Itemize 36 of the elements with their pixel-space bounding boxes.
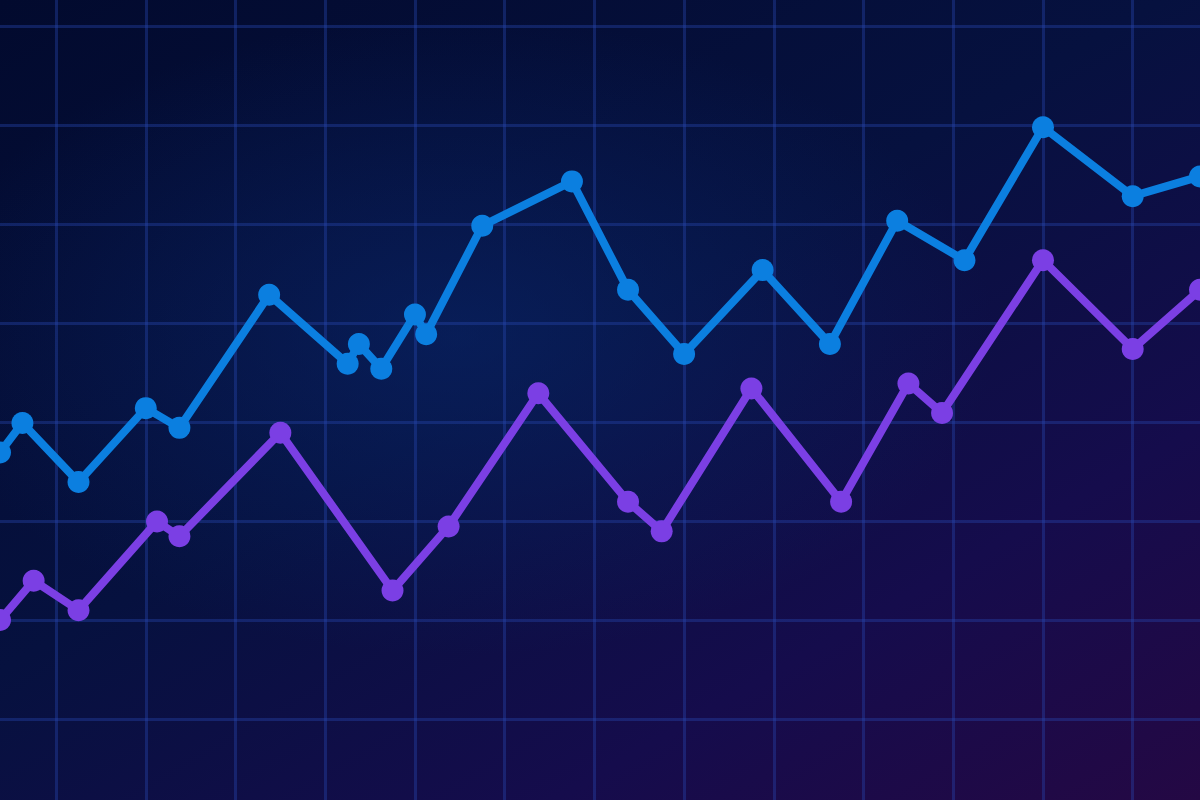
point (617, 490, 640, 513)
point (1121, 337, 1144, 360)
point (931, 402, 954, 425)
point (560, 170, 583, 193)
point (617, 278, 640, 301)
point (67, 599, 90, 622)
point (134, 397, 157, 420)
point (751, 259, 774, 282)
point (269, 421, 292, 444)
point (336, 352, 359, 375)
point (370, 357, 393, 380)
point (146, 510, 169, 533)
point (673, 342, 696, 365)
point (11, 411, 34, 434)
point (168, 525, 191, 548)
point (897, 372, 920, 395)
point (403, 303, 426, 326)
point (830, 490, 853, 513)
point (818, 333, 841, 356)
point (168, 416, 191, 439)
point (886, 209, 909, 232)
point (1121, 185, 1144, 208)
point (740, 377, 763, 400)
point (953, 249, 976, 272)
point (22, 569, 45, 592)
point (1032, 116, 1054, 139)
point (471, 214, 494, 237)
point (437, 515, 460, 538)
point (415, 323, 438, 346)
point (650, 520, 673, 543)
point (527, 382, 550, 405)
point (347, 333, 370, 356)
point (67, 471, 90, 494)
point (258, 283, 281, 306)
point (1032, 249, 1054, 272)
point (381, 579, 404, 602)
